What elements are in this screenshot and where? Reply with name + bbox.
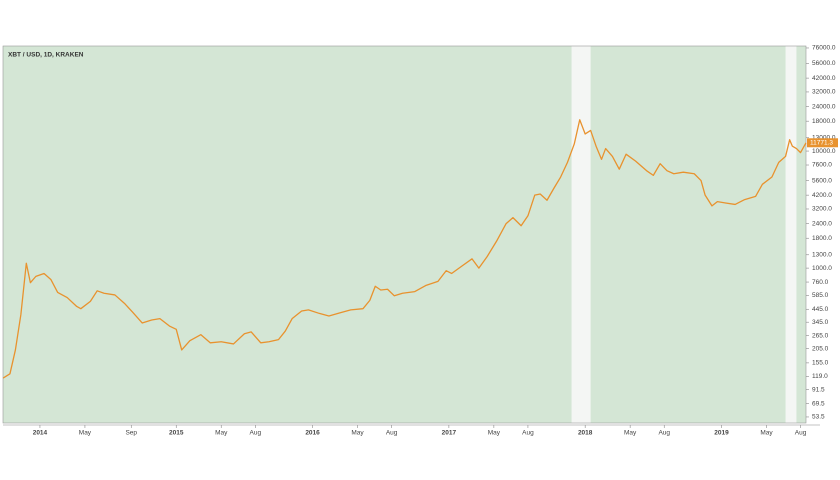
- y-tick-label: 2400.0: [812, 220, 832, 227]
- x-tick-label: Aug: [658, 430, 670, 437]
- y-tick-label: 5600.0: [812, 177, 832, 184]
- plot-background: [3, 46, 806, 423]
- y-tick-label: 24000.0: [812, 103, 836, 110]
- y-tick-label: 7600.0: [812, 162, 832, 169]
- y-tick-label: 42000.0: [812, 75, 836, 82]
- x-tick-label: May: [760, 430, 773, 437]
- price-line: [2, 119, 807, 379]
- x-tick-label: Aug: [795, 430, 807, 437]
- y-tick-label: 76000.0: [812, 45, 836, 52]
- x-tick-label: May: [624, 430, 637, 437]
- x-tick-label: Aug: [250, 430, 262, 437]
- x-tick-label: 2016: [305, 430, 320, 437]
- y-tick-label: 345.0: [812, 319, 829, 326]
- y-tick-label: 4200.0: [812, 192, 832, 199]
- y-tick-label: 13000.0: [812, 134, 836, 141]
- x-tick-label: May: [79, 430, 92, 437]
- unshaded-band: [785, 46, 797, 423]
- x-tick-label: 2019: [714, 430, 729, 437]
- y-tick-label: 265.0: [812, 332, 829, 339]
- y-tick-label: 53.5: [812, 414, 825, 421]
- x-tick-label: Aug: [522, 430, 534, 437]
- last-price-box: [807, 138, 838, 148]
- x-tick-label: Sep: [125, 430, 137, 437]
- y-tick-label: 3200.0: [812, 206, 832, 213]
- y-tick-label: 155.0: [812, 360, 829, 367]
- unshaded-band: [571, 46, 591, 423]
- y-tick-label: 69.5: [812, 400, 825, 407]
- last-price-label: 11771.3: [810, 139, 833, 146]
- y-tick-label: 205.0: [812, 345, 829, 352]
- x-tick-label: 2015: [169, 430, 184, 437]
- x-tick-label: May: [215, 430, 228, 437]
- y-tick-label: 91.5: [812, 386, 825, 393]
- y-tick-label: 10000.0: [812, 148, 836, 155]
- y-tick-label: 56000.0: [812, 60, 836, 67]
- x-tick-label: 2018: [578, 430, 593, 437]
- y-tick-label: 119.0: [812, 373, 828, 380]
- y-tick-label: 1800.0: [812, 235, 832, 242]
- x-tick-label: May: [351, 430, 364, 437]
- y-tick-label: 1000.0: [812, 265, 832, 272]
- y-tick-label: 1300.0: [812, 251, 832, 258]
- y-tick-label: 32000.0: [812, 89, 836, 96]
- y-tick-label: 760.0: [812, 279, 829, 286]
- y-tick-label: 18000.0: [812, 118, 836, 125]
- x-tick-label: 2014: [33, 430, 48, 437]
- x-tick-label: Aug: [386, 430, 398, 437]
- y-tick-label: 445.0: [812, 306, 829, 313]
- x-tick-label: May: [488, 430, 501, 437]
- y-tick-label: 585.0: [812, 292, 829, 299]
- chart-title: XBT / USD, 1D, KRAKEN: [8, 52, 84, 59]
- x-tick-label: 2017: [442, 430, 457, 437]
- plot-frame: [2, 45, 807, 424]
